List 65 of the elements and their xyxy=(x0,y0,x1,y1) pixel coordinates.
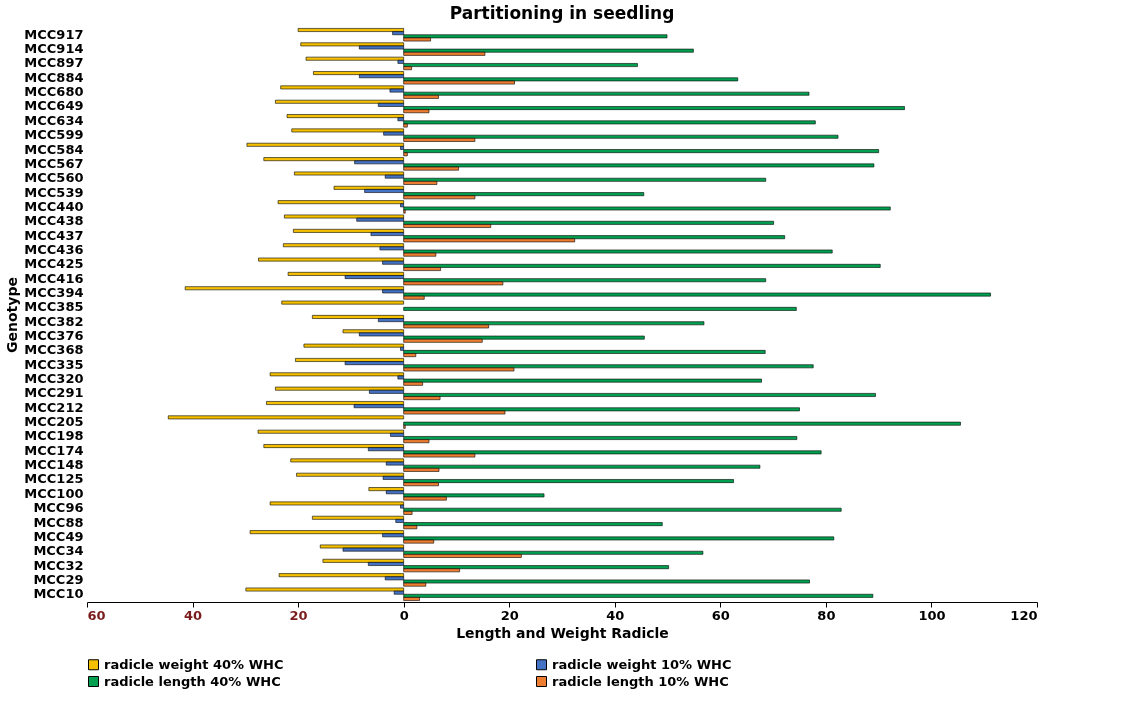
x-tick-label: 100 xyxy=(918,607,946,623)
y-tick-label: MCC560 xyxy=(24,170,84,186)
y-tick-label: MCC897 xyxy=(24,55,84,71)
y-tick-label: MCC584 xyxy=(24,141,84,157)
y-tick-label: MCC125 xyxy=(24,471,84,487)
y-tick-label: MCC88 xyxy=(33,514,84,530)
y-tick-label: MCC376 xyxy=(24,328,84,344)
y-tick-label: MCC198 xyxy=(24,428,84,444)
y-tick-label: MCC96 xyxy=(33,500,84,516)
bar xyxy=(257,429,404,434)
bar xyxy=(297,28,404,32)
y-tick-label: MCC567 xyxy=(24,155,84,171)
y-tick-label: MCC291 xyxy=(24,385,84,401)
x-axis-title: Length and Weight Radicle xyxy=(456,624,669,641)
y-tick-label: MCC425 xyxy=(24,256,84,272)
x-tick-label: 20 xyxy=(289,607,308,623)
x-tick-label: 60 xyxy=(87,607,106,623)
y-tick-label: MCC437 xyxy=(24,227,84,243)
y-tick-label: MCC438 xyxy=(24,213,84,229)
y-tick-label: MCC394 xyxy=(24,284,84,300)
x-tick-label: 60 xyxy=(711,607,730,623)
x-tick-label: 0 xyxy=(399,607,409,623)
y-tick-label: MCC649 xyxy=(24,98,84,114)
y-tick-label: MCC914 xyxy=(24,41,84,57)
y-tick-label: MCC10 xyxy=(33,586,84,602)
legend-label: radicle weight 10% WHC xyxy=(552,656,732,672)
y-tick-label: MCC29 xyxy=(33,571,84,587)
x-tick-label: 40 xyxy=(606,607,625,623)
y-tick-label: MCC634 xyxy=(24,112,84,128)
y-tick-label: MCC148 xyxy=(24,457,84,473)
bar xyxy=(403,206,891,211)
bar xyxy=(403,307,797,311)
x-tick-label: 80 xyxy=(817,607,836,623)
y-tick-label: MCC917 xyxy=(24,26,84,42)
legend-label: radicle weight 40% WHC xyxy=(104,656,284,672)
y-tick-label: MCC212 xyxy=(24,399,84,415)
y-tick-label: MCC599 xyxy=(24,127,84,143)
legend-label: radicle length 40% WHC xyxy=(104,673,281,689)
y-tick-label: MCC884 xyxy=(24,69,84,85)
x-tick-label: 120 xyxy=(1010,607,1038,623)
y-tick-label: MCC368 xyxy=(24,342,84,358)
y-tick-label: MCC320 xyxy=(24,371,84,387)
x-tick-label: 20 xyxy=(500,607,519,623)
y-tick-label: MCC436 xyxy=(24,241,84,257)
y-tick-label: MCC382 xyxy=(24,313,84,329)
y-tick-label: MCC440 xyxy=(24,198,84,214)
chart-title: Partitioning in seedling xyxy=(449,3,675,23)
y-tick-label: MCC34 xyxy=(33,543,84,559)
y-tick-label: MCC205 xyxy=(24,414,84,430)
bar xyxy=(312,315,404,319)
y-tick-label: MCC335 xyxy=(24,356,84,372)
legend-label: radicle length 10% WHC xyxy=(552,673,729,689)
bar xyxy=(403,507,842,512)
y-tick-label: MCC539 xyxy=(24,184,84,200)
y-tick-label: MCC49 xyxy=(33,528,84,544)
y-axis-title: Genotype xyxy=(4,277,21,353)
y-tick-label: MCC416 xyxy=(24,270,84,286)
x-tick-label: 40 xyxy=(184,607,203,623)
bar xyxy=(403,149,879,153)
bar xyxy=(403,350,766,354)
y-tick-label: MCC32 xyxy=(33,557,84,573)
y-tick-label: MCC174 xyxy=(24,442,84,458)
y-tick-label: MCC385 xyxy=(24,299,84,315)
y-tick-label: MCC100 xyxy=(24,485,84,501)
y-tick-label: MCC680 xyxy=(24,84,84,100)
